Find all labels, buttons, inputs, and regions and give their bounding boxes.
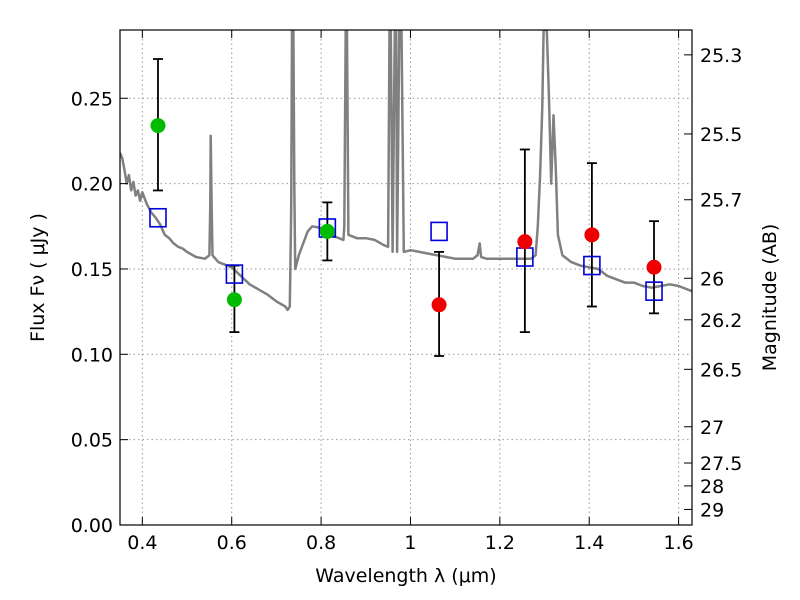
x-tick-label: 1.4 [574, 532, 604, 554]
y-axis-label: Flux Fν ( μJy ) [27, 213, 49, 342]
model-flux-box [430, 221, 448, 242]
right-tick-label: 27.5 [700, 453, 742, 475]
right-tick-label: 26 [700, 268, 724, 290]
flux-point-red [431, 297, 447, 313]
y-tick-label: 0.15 [71, 259, 113, 281]
plot-frame [119, 29, 693, 526]
right-tick-label: 29 [700, 499, 724, 521]
flux-point-green [319, 223, 335, 239]
model-flux-box [149, 207, 167, 228]
right-axis-label: Magnitude (AB) [759, 224, 781, 372]
template-spectrum-line [120, 30, 692, 312]
right-tick-label: 25.5 [700, 124, 742, 146]
x-tick-label: 0.4 [127, 532, 157, 554]
template-spectrum [120, 30, 692, 312]
model-flux-boxes [149, 207, 663, 301]
y-tick-label: 0.20 [71, 174, 113, 196]
right-tick-label: 25.3 [700, 45, 742, 67]
y-tick-label: 0.25 [71, 88, 113, 110]
y-tick-label: 0.05 [71, 430, 113, 452]
axis-ticks: 0.4 0.6 0.8 1 1.2 1.4 1.6 0.00 0.05 0.10 0.15 0.20 0… [71, 30, 742, 554]
right-tick-label: 26.5 [700, 359, 742, 381]
x-tick-label: 1.6 [663, 532, 693, 554]
model-flux-box [645, 281, 663, 301]
flux-point-red [646, 259, 662, 275]
flux-point-green [150, 118, 166, 134]
flux-point-green [226, 292, 242, 308]
model-flux-box [225, 264, 244, 284]
right-tick-label: 27 [700, 417, 724, 439]
flux-point-red [584, 227, 600, 243]
y-tick-label: 0.00 [71, 515, 113, 537]
error-bars [152, 58, 660, 357]
x-tick-label: 0.6 [217, 532, 247, 554]
x-axis-label: Wavelength λ (μm) [315, 565, 496, 587]
right-tick-label: 28 [700, 476, 724, 498]
grid-lines [120, 30, 692, 526]
right-tick-label: 26.2 [700, 310, 742, 332]
flux-point-red [517, 234, 533, 250]
x-tick-label: 1.2 [485, 532, 515, 554]
observed-flux-points [150, 118, 662, 313]
x-tick-label: 1 [404, 532, 416, 554]
y-tick-label: 0.10 [71, 344, 113, 366]
right-tick-label: 25.7 [700, 190, 742, 212]
x-tick-label: 0.8 [306, 532, 336, 554]
model-flux-box [583, 255, 601, 276]
